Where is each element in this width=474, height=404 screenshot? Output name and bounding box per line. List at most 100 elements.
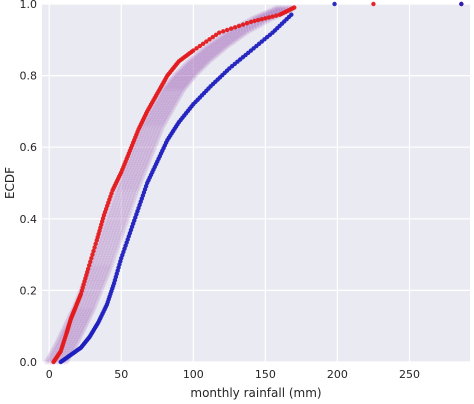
band-point (183, 64, 189, 70)
band-point (102, 277, 108, 283)
band-point (245, 24, 251, 30)
band-point (70, 343, 76, 349)
band-point (262, 11, 268, 17)
band-point (213, 41, 219, 47)
band-point (67, 343, 73, 349)
band-point (137, 151, 143, 157)
band-point (123, 210, 130, 216)
band-point (169, 96, 176, 102)
band-point (240, 28, 247, 34)
band-point (168, 98, 175, 104)
band-point (148, 146, 154, 152)
band-point (218, 40, 224, 46)
band-point (186, 58, 192, 64)
band-point (153, 110, 159, 116)
band-point (132, 163, 138, 170)
x-tick-label: 100 (183, 368, 204, 381)
band-point (118, 235, 124, 241)
band-point (80, 328, 86, 335)
y-tick-label: 0.4 (20, 213, 38, 226)
band-point (183, 67, 189, 73)
band-point (129, 192, 136, 198)
band-point (197, 54, 203, 60)
band-point (165, 108, 171, 114)
data-point (200, 41, 206, 47)
band-point (137, 166, 143, 172)
band-point (146, 157, 152, 163)
band-point (60, 327, 66, 333)
band-point (176, 68, 182, 74)
band-point (167, 90, 173, 97)
data-point (244, 21, 250, 26)
band-point (176, 89, 182, 95)
band-point (146, 144, 152, 150)
band-point (206, 58, 212, 64)
band-point (228, 37, 234, 43)
band-point (58, 330, 65, 336)
band-point (56, 336, 62, 342)
band-point (102, 230, 108, 236)
band-point (90, 307, 96, 313)
band-point (158, 107, 164, 113)
band-point (104, 225, 110, 231)
band-point (189, 61, 195, 67)
band-point (264, 10, 271, 16)
band-point (151, 138, 157, 144)
band-point (140, 157, 147, 163)
band-point (171, 92, 178, 98)
right-bound-points (58, 1, 464, 365)
band-point (76, 318, 82, 324)
band-point (246, 25, 252, 31)
band-point (79, 318, 85, 324)
band-point (65, 346, 71, 353)
data-point (371, 1, 376, 7)
band-point (176, 81, 182, 87)
band-point (123, 220, 129, 226)
band-point (165, 94, 171, 100)
band-point (125, 166, 132, 172)
band-point (112, 202, 118, 208)
band-point (155, 110, 162, 116)
band-point (155, 115, 162, 122)
band-point (129, 185, 135, 191)
band-point (110, 215, 116, 221)
band-point (90, 301, 96, 307)
band-point (82, 299, 88, 305)
band-point (83, 297, 89, 303)
band-point (144, 155, 150, 161)
band-point (141, 127, 147, 133)
band-point (155, 127, 162, 133)
band-point (135, 155, 142, 161)
band-point (111, 220, 117, 226)
plot-background (42, 4, 470, 362)
band-point (95, 294, 101, 301)
band-point (82, 311, 89, 317)
band-point (207, 55, 213, 62)
band-point (119, 222, 125, 228)
band-point (155, 136, 161, 142)
band-point (168, 92, 175, 98)
band-point (154, 112, 161, 118)
band-point (101, 240, 108, 246)
band-point (267, 9, 273, 15)
band-point (200, 51, 207, 57)
band-point (108, 205, 114, 211)
band-point (128, 205, 134, 211)
band-point (192, 58, 198, 64)
band-point (162, 99, 168, 106)
band-point (55, 337, 61, 344)
band-point (120, 185, 127, 191)
band-point (195, 58, 201, 64)
band-point (99, 264, 105, 271)
band-point (221, 40, 227, 46)
band-point (101, 242, 107, 248)
band-point (150, 140, 156, 146)
band-point (57, 334, 63, 340)
band-point (135, 148, 141, 155)
band-point (128, 197, 134, 203)
band-point (200, 47, 206, 53)
band-point (87, 307, 93, 313)
band-point (217, 42, 223, 49)
band-point (187, 68, 194, 74)
band-point (188, 77, 194, 83)
